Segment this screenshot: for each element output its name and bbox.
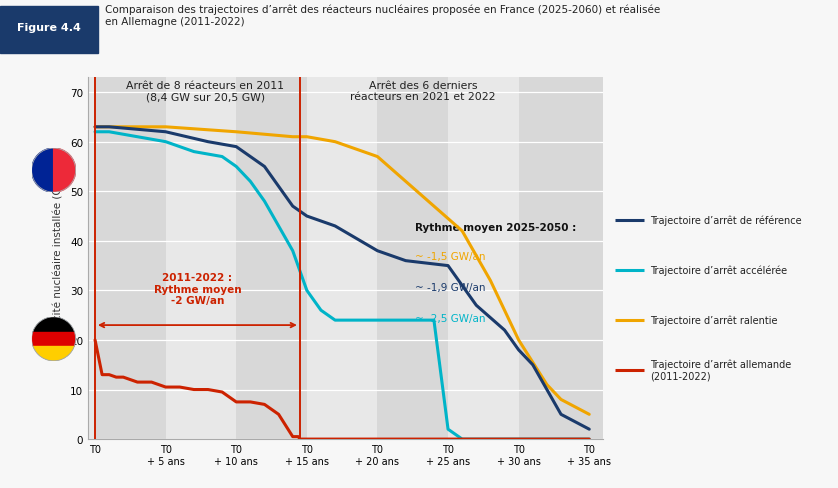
Text: Trajectoire d’arrêt de référence: Trajectoire d’arrêt de référence bbox=[650, 215, 802, 226]
Circle shape bbox=[32, 149, 75, 193]
Text: Trajectoire d’arrêt ralentie: Trajectoire d’arrêt ralentie bbox=[650, 315, 778, 325]
Wedge shape bbox=[32, 149, 54, 193]
Bar bbox=[32, 332, 75, 346]
Text: Comparaison des trajectoires d’arrêt des réacteurs nucléaires proposée en France: Comparaison des trajectoires d’arrêt des… bbox=[105, 5, 660, 27]
Bar bbox=[95, 78, 166, 439]
Polygon shape bbox=[32, 317, 75, 361]
Bar bbox=[519, 78, 589, 439]
Text: Rythme moyen 2025-2050 :: Rythme moyen 2025-2050 : bbox=[416, 223, 577, 233]
Bar bbox=[32, 346, 75, 361]
Bar bbox=[307, 78, 377, 439]
Wedge shape bbox=[54, 149, 75, 193]
Text: ~ -1,9 GW/an: ~ -1,9 GW/an bbox=[416, 283, 486, 292]
Text: Trajectoire d’arrêt allemande
(2011-2022): Trajectoire d’arrêt allemande (2011-2022… bbox=[650, 359, 792, 381]
Bar bbox=[448, 78, 519, 439]
Text: Arrêt des 6 derniers
réacteurs en 2021 et 2022: Arrêt des 6 derniers réacteurs en 2021 e… bbox=[350, 81, 496, 102]
Text: Figure 4.4: Figure 4.4 bbox=[17, 22, 80, 32]
Text: ~ -1,5 GW/an: ~ -1,5 GW/an bbox=[416, 252, 486, 262]
FancyBboxPatch shape bbox=[0, 7, 98, 54]
Bar bbox=[32, 317, 75, 332]
Text: 2011-2022 :
Rythme moyen
-2 GW/an: 2011-2022 : Rythme moyen -2 GW/an bbox=[153, 272, 241, 305]
Bar bbox=[236, 78, 307, 439]
Bar bbox=[166, 78, 236, 439]
Text: ~ -2,5 GW/an: ~ -2,5 GW/an bbox=[416, 313, 486, 323]
Text: Arrêt de 8 réacteurs en 2011
(8,4 GW sur 20,5 GW): Arrêt de 8 réacteurs en 2011 (8,4 GW sur… bbox=[127, 81, 284, 102]
Y-axis label: Capacité nucléaire installée (GW): Capacité nucléaire installée (GW) bbox=[53, 171, 63, 346]
Bar bbox=[589, 78, 660, 439]
Bar bbox=[377, 78, 448, 439]
Text: Trajectoire d’arrêt accélérée: Trajectoire d’arrêt accélérée bbox=[650, 265, 788, 276]
